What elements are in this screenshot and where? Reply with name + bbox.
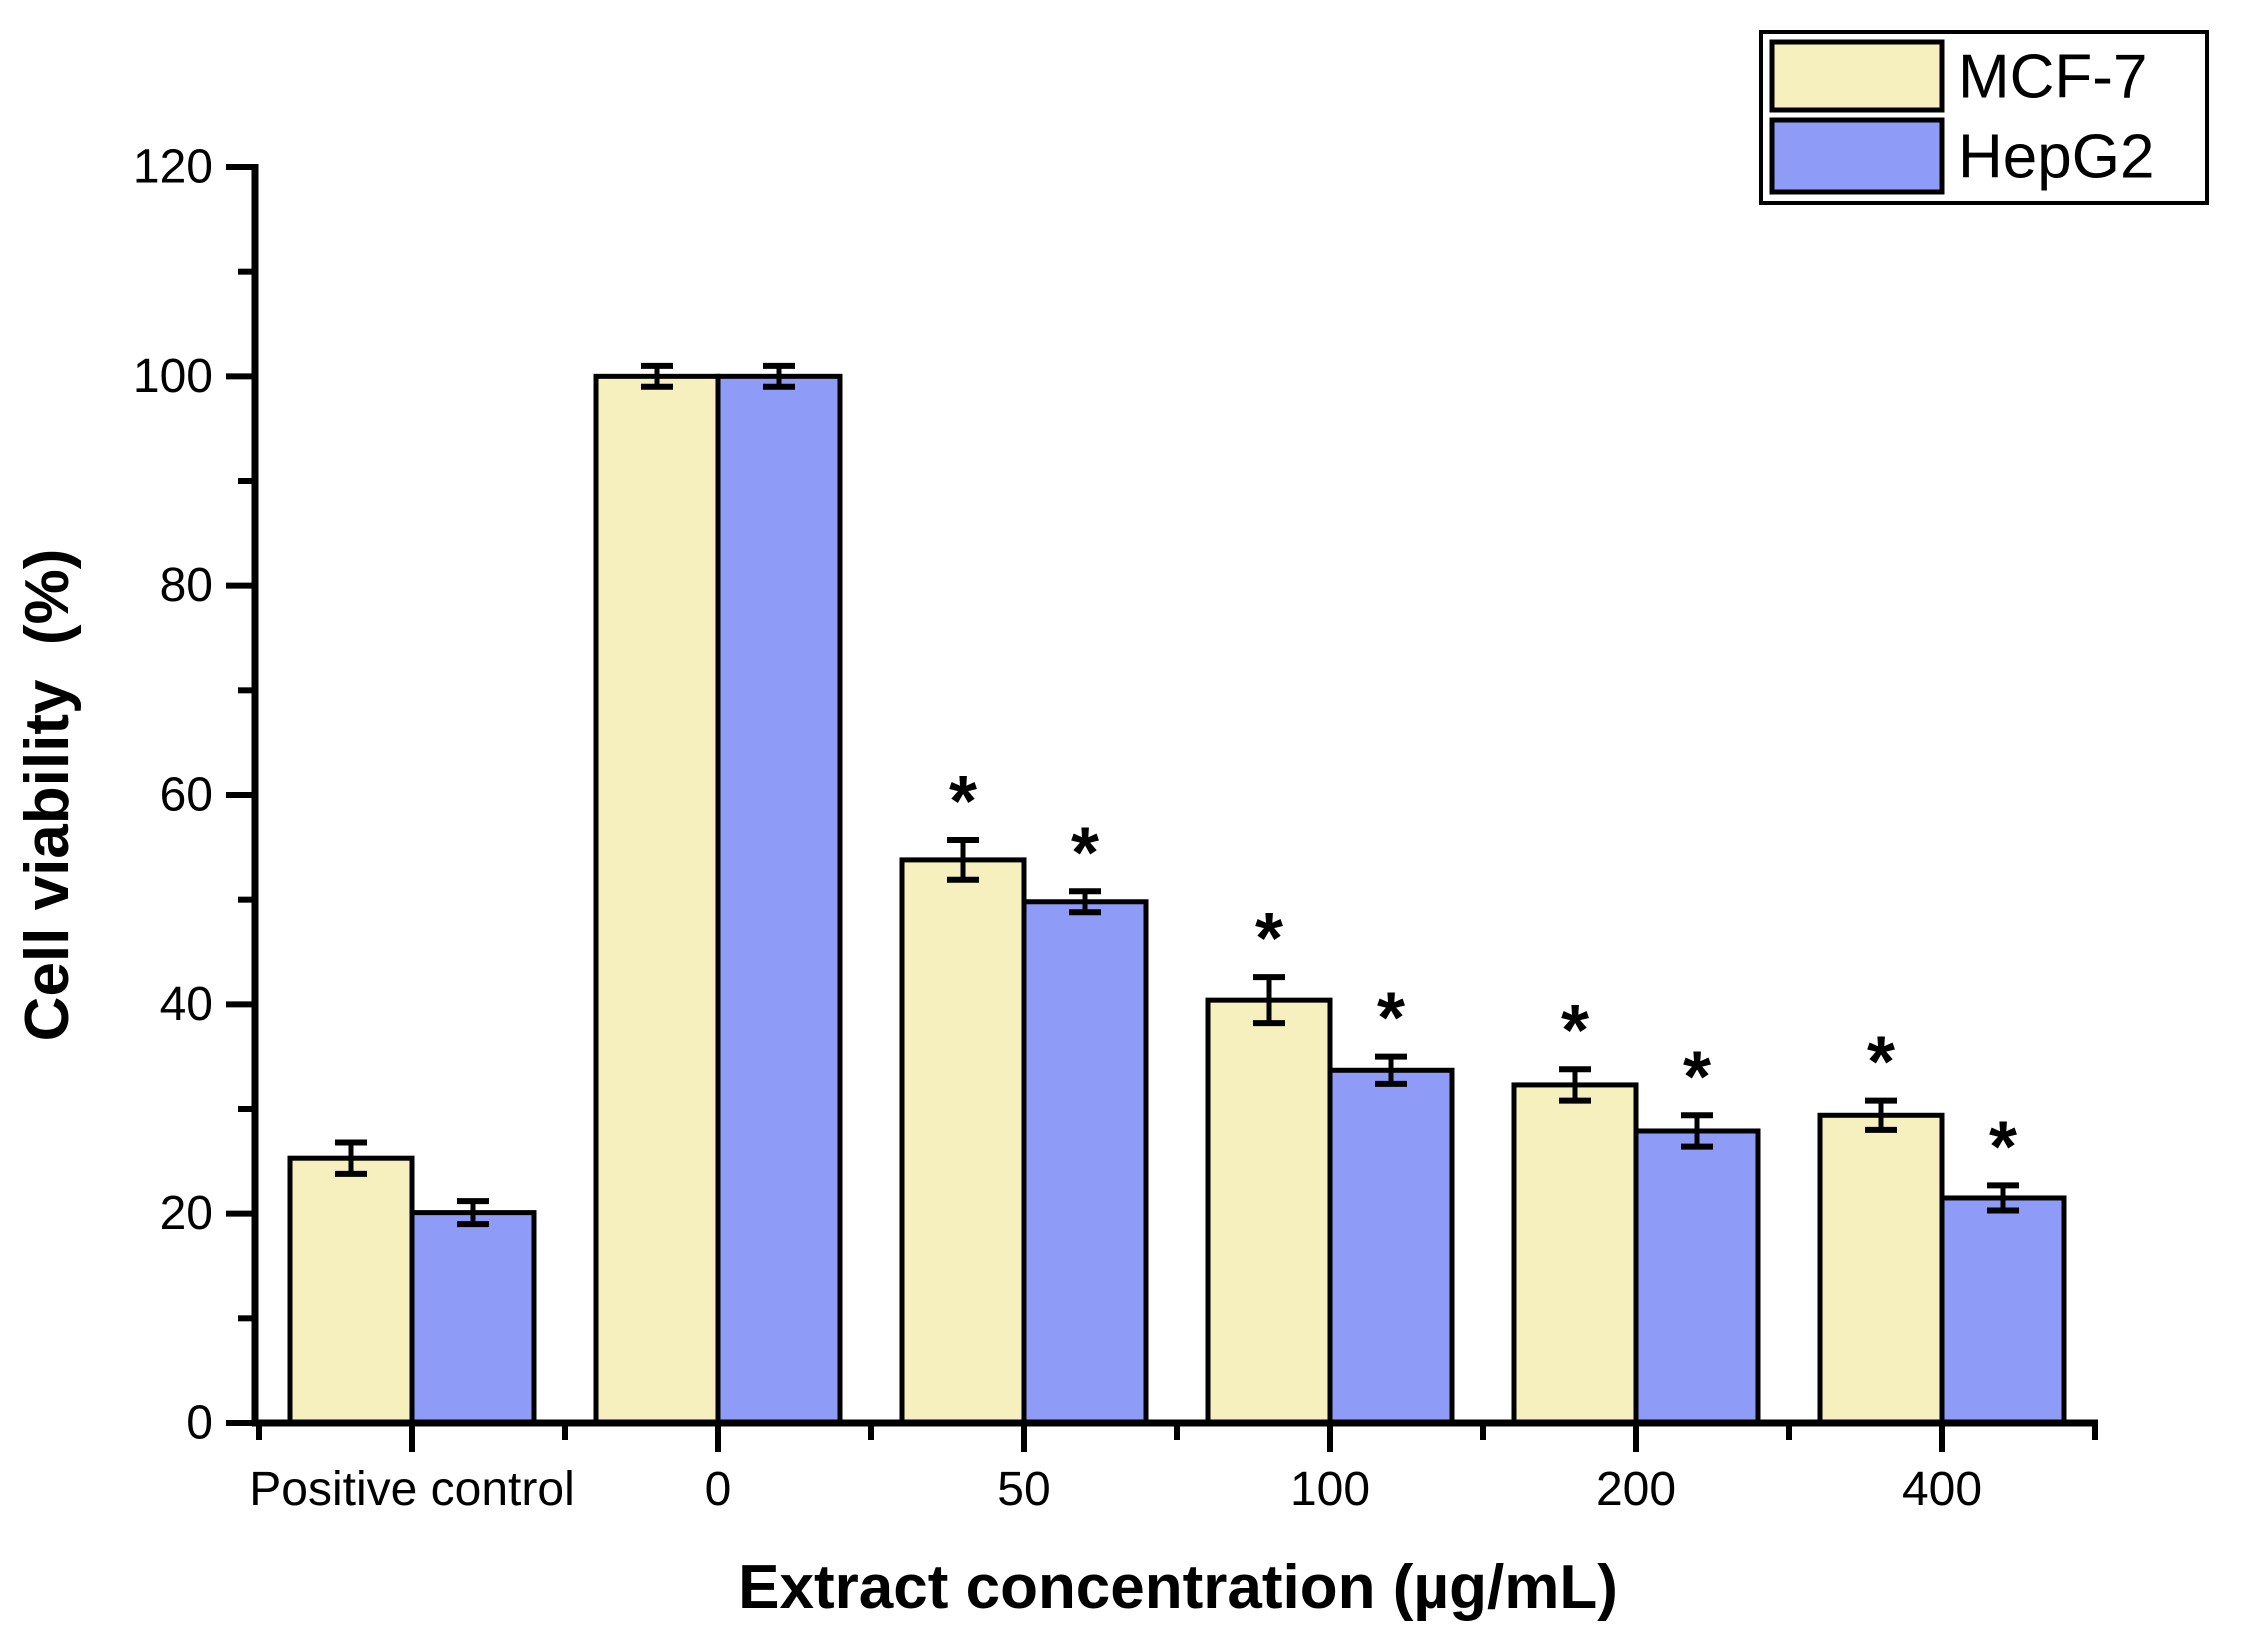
x-tick-label: Positive control bbox=[249, 1463, 574, 1516]
significance-star-hepg2-100: * bbox=[1377, 979, 1405, 1059]
bar-mcf-7-50 bbox=[899, 857, 1027, 1426]
significance-star-mcf-7-200: * bbox=[1561, 991, 1589, 1071]
significance-star-hepg2-200: * bbox=[1683, 1037, 1711, 1117]
x-tick-label: 50 bbox=[997, 1463, 1050, 1516]
x-tick-label: 0 bbox=[705, 1463, 732, 1516]
bar-hepg2-400 bbox=[1939, 1195, 2067, 1426]
y-tick-label: 40 bbox=[160, 978, 213, 1031]
bar-hepg2-200 bbox=[1633, 1128, 1761, 1426]
y-tick-label: 80 bbox=[160, 559, 213, 612]
bar-hepg2-positive-control bbox=[409, 1210, 537, 1426]
y-tick-label: 100 bbox=[133, 350, 213, 403]
y-tick-label: 20 bbox=[160, 1187, 213, 1240]
significance-star-mcf-7-400: * bbox=[1867, 1023, 1895, 1103]
bar-hepg2-100 bbox=[1327, 1067, 1455, 1426]
significance-star-hepg2-50: * bbox=[1071, 813, 1099, 893]
legend-label-hepg2: HepG2 bbox=[1958, 123, 2154, 192]
bar-mcf-7-positive-control bbox=[287, 1155, 415, 1426]
bar-hepg2-50 bbox=[1021, 899, 1149, 1426]
significance-star-mcf-7-100: * bbox=[1255, 899, 1283, 979]
y-axis-title: Cell viability (%) bbox=[13, 549, 82, 1042]
x-tick-label: 200 bbox=[1596, 1463, 1676, 1516]
bar-hepg2-0 bbox=[715, 373, 843, 1426]
bar-mcf-7-100 bbox=[1205, 997, 1333, 1426]
legend-swatch-mcf7 bbox=[1769, 39, 1945, 113]
legend: MCF-7 HepG2 bbox=[1759, 30, 2209, 205]
y-tick-label: 120 bbox=[133, 141, 213, 194]
x-axis-title: Extract concentration (µg/mL) bbox=[738, 1553, 1618, 1622]
bar-mcf-7-400 bbox=[1817, 1112, 1945, 1426]
x-tick-label: 100 bbox=[1290, 1463, 1370, 1516]
significance-star-hepg2-400: * bbox=[1989, 1107, 2017, 1187]
bar-mcf-7-0 bbox=[593, 373, 721, 1426]
bar-mcf-7-200 bbox=[1511, 1082, 1639, 1426]
legend-label-mcf7: MCF-7 bbox=[1958, 43, 2147, 112]
x-tick-label: 400 bbox=[1902, 1463, 1982, 1516]
plot-area: * * * * * * * * 0 20 40 60 80 100 120 Positive control 0… bbox=[133, 141, 2098, 1516]
significance-star-mcf-7-50: * bbox=[949, 762, 977, 842]
legend-swatch-hepg2 bbox=[1769, 117, 1945, 195]
y-tick-label: 60 bbox=[160, 769, 213, 822]
y-tick-label: 0 bbox=[186, 1397, 213, 1450]
